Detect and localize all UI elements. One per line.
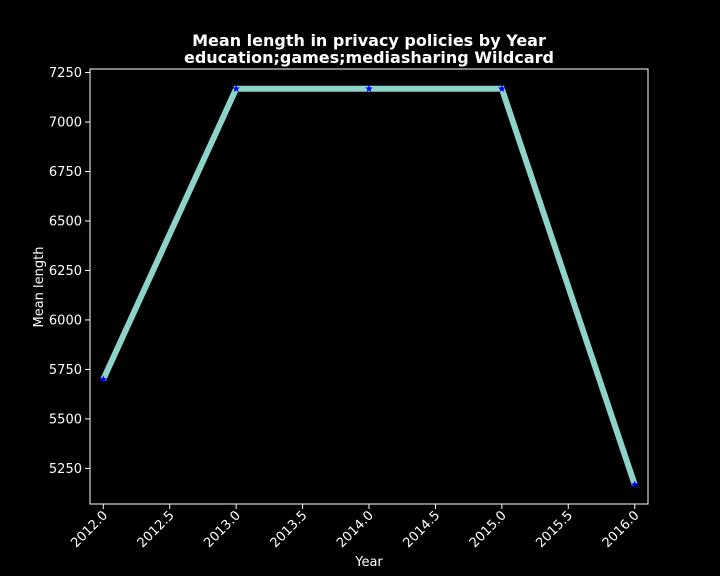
y-tick-label: 5500 <box>49 412 82 427</box>
data-point <box>99 375 108 383</box>
y-tick-label: 7000 <box>49 116 82 131</box>
y-tick-label: 5250 <box>49 462 82 477</box>
y-tick-label: 6000 <box>49 313 82 328</box>
y-axis-label: Mean length <box>32 247 47 328</box>
y-tick-label: 6250 <box>49 264 82 279</box>
x-axis-label: Year <box>354 555 383 570</box>
y-tick-label: 6750 <box>49 165 82 180</box>
data-point <box>365 84 373 93</box>
data-point <box>232 84 240 93</box>
data-point <box>498 84 506 93</box>
y-tick-label: 6500 <box>49 214 82 229</box>
y-tick-label: 7250 <box>49 66 82 81</box>
chart-title: Mean length in privacy policies by Year <box>192 31 546 50</box>
plot-area <box>99 84 639 488</box>
y-axis: 5250 5500 5750 6000 6250 6500 6750 7000 7250 <box>49 66 90 477</box>
data-point <box>630 480 639 488</box>
chart-subtitle: education;games;mediasharing Wildcard <box>184 48 554 67</box>
y-tick-label: 5750 <box>49 363 82 378</box>
